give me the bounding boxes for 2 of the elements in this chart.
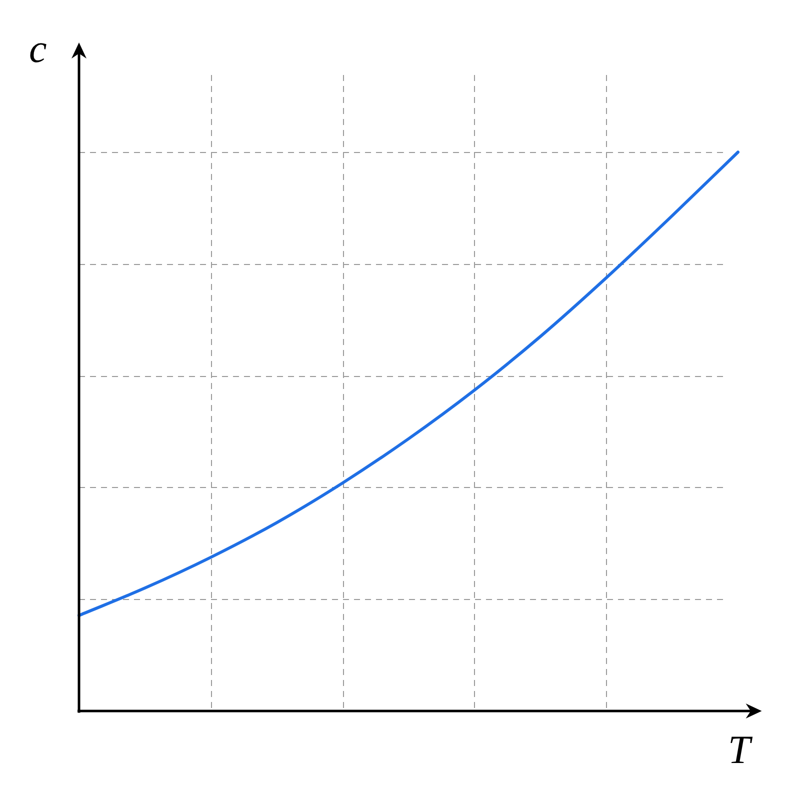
y-axis-title: c xyxy=(29,26,47,70)
x-axis-title: T xyxy=(728,726,750,772)
